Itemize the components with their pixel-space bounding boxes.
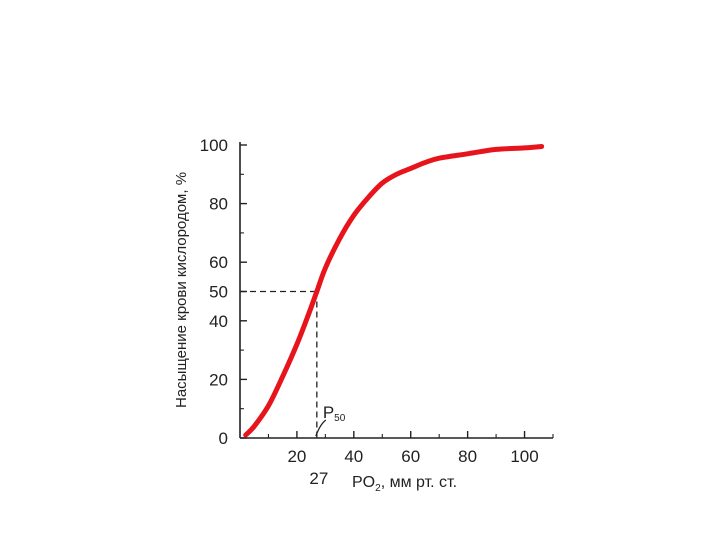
y-tick-label: 60 (209, 253, 228, 272)
x-axis-label-rest: , мм рт. ст. (381, 474, 457, 491)
y-tick-label: 0 (219, 429, 228, 448)
chart-axes (239, 142, 553, 439)
x-axis-label-main: PO (352, 474, 375, 491)
x-tick-label: 100 (510, 447, 538, 466)
x-tick-label: 20 (287, 447, 306, 466)
y-tick-label: 40 (209, 312, 228, 331)
p50-pointer (315, 419, 327, 437)
y-tick-label: 20 (209, 370, 228, 389)
y-tick-label: 80 (209, 195, 228, 214)
chart-labels: Насыщение крови кислородом, % PO2, мм рт… (173, 172, 457, 494)
p50-guides (240, 290, 318, 438)
y-tick-label: 100 (200, 136, 228, 155)
x-axis-label: PO2, мм рт. ст. (352, 474, 457, 494)
y-tick-label: 50 (209, 283, 228, 302)
chart-series (243, 143, 545, 438)
chart-ticks: 0 20 40 50 60 80 100 20 40 60 80 100 (200, 136, 554, 466)
x-tick-label: 60 (401, 447, 420, 466)
x-axis-label-sub: 2 (375, 483, 381, 494)
y-axis-label: Насыщение крови кислородом, % (173, 172, 190, 408)
x-tick-label: 80 (458, 447, 477, 466)
oxygen-saturation-curve (243, 143, 545, 438)
p50-value-label: 27 (309, 469, 328, 488)
x-tick-label: 40 (344, 447, 363, 466)
chart-annotations: 27 P50 (309, 403, 345, 488)
p50-label: P50 (323, 403, 346, 424)
